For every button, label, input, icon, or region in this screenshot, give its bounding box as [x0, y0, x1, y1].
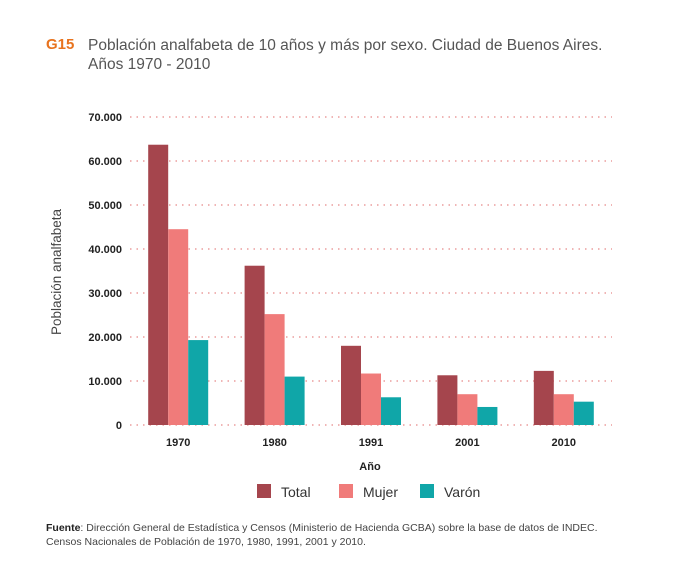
bar-1980-mujer: [264, 314, 285, 425]
source-label: Fuente: [46, 522, 81, 534]
y-tick-labels: 0 10.000 20.000 30.000 40.000 50.000 60.000 70.…: [88, 112, 122, 432]
bars: [148, 144, 594, 425]
bar-1970-total: [148, 144, 169, 425]
bar-2001-mujer: [457, 394, 478, 425]
y-axis-title: Población analfabeta: [49, 208, 64, 335]
y-tick-label: 50.000: [88, 200, 122, 212]
legend-label: Varón: [444, 484, 480, 500]
figure-title: Población analfabeta de 10 años y más po…: [88, 36, 648, 74]
x-tick-labels: 1970 1980 1991 2001 2010: [166, 437, 576, 449]
figure-title-line-1: Población analfabeta de 10 años y más po…: [88, 37, 603, 54]
source-text-line-2: Censos Nacionales de Población de 1970, …: [46, 535, 366, 548]
bar-2010-varón: [573, 401, 594, 425]
y-tick-label: 40.000: [88, 244, 122, 256]
x-tick-label: 2010: [552, 437, 576, 449]
y-tick-label: 20.000: [88, 332, 122, 344]
legend-label: Total: [281, 484, 311, 500]
legend: Total Mujer Varón: [257, 484, 480, 500]
legend-swatch-1: [339, 484, 353, 498]
bar-2010-mujer: [553, 394, 574, 425]
bar-2001-total: [437, 375, 458, 425]
bar-2001-varón: [477, 406, 498, 425]
legend-swatch-2: [420, 484, 434, 498]
bar-1991-mujer: [361, 373, 381, 425]
bar-2010-total: [533, 370, 554, 425]
bar-1980-total: [244, 265, 265, 425]
legend-swatch-0: [257, 484, 271, 498]
y-tick-label: 0: [116, 420, 122, 432]
x-tick-label: 1970: [166, 437, 190, 449]
bar-1991-varón: [381, 397, 401, 425]
figure-code: G15: [46, 36, 75, 53]
bar-1970-varón: [188, 340, 209, 425]
source-note: Fuente: Dirección General de Estadística…: [46, 522, 666, 549]
bar-1980-varón: [284, 376, 305, 425]
y-tick-label: 30.000: [88, 288, 122, 300]
bar-1991-total: [341, 345, 361, 425]
source-text: : Dirección General de Estadística y Cen…: [80, 522, 598, 534]
x-tick-label: 2001: [455, 437, 479, 449]
x-axis-title: Año: [359, 461, 381, 473]
legend-label: Mujer: [363, 484, 398, 500]
y-tick-label: 70.000: [88, 112, 122, 124]
y-tick-label: 60.000: [88, 156, 122, 168]
figure-title-line-2: Años 1970 - 2010: [88, 56, 211, 73]
y-tick-label: 10.000: [88, 376, 122, 388]
bar-1970-mujer: [168, 229, 189, 425]
x-tick-label: 1980: [262, 437, 286, 449]
x-tick-label: 1991: [359, 437, 383, 449]
